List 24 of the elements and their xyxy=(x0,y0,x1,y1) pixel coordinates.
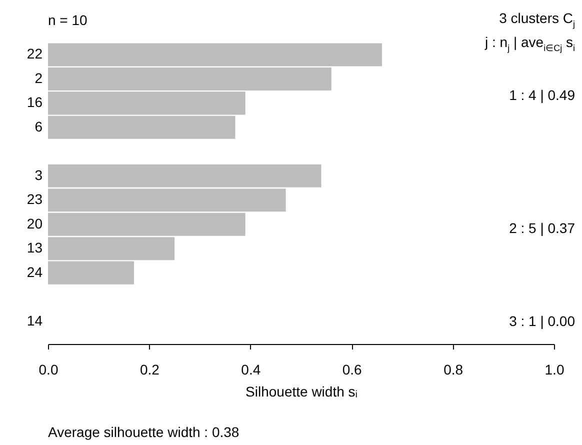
y-tick-label: 6 xyxy=(34,118,43,134)
x-tick-label: 1.0 xyxy=(544,362,564,378)
x-tick-label: 0.0 xyxy=(38,362,58,378)
y-tick-label: 20 xyxy=(26,215,43,232)
annotation: 1 : 4 | 0.49 xyxy=(509,87,575,103)
x-tick-label: 0.4 xyxy=(241,362,261,378)
y-tick-label: 2 xyxy=(34,70,43,86)
y-tick-label: 22 xyxy=(26,46,43,62)
annotation: 3 : 1 | 0.00 xyxy=(509,313,575,329)
y-tick-label: 13 xyxy=(26,240,43,256)
y-tick-label: 24 xyxy=(26,264,43,280)
x-tick-label: 0.2 xyxy=(140,362,160,378)
y-tick-label: 14 xyxy=(26,312,43,328)
x-axis-title: Silhouette width sᵢ xyxy=(246,384,358,400)
x-tick-label: 0.6 xyxy=(342,362,362,378)
annotation: j : n$_{j}$ | ave$_{i∈Cj}$ s$_{i}$ xyxy=(485,34,575,55)
y-tick-label: 23 xyxy=(26,191,43,208)
annotation: 2 : 5 | 0.37 xyxy=(509,220,575,236)
x-tick-label: 0.8 xyxy=(444,362,464,378)
text: Average silhouette width : 0.38 xyxy=(48,424,240,440)
text: n = 10 xyxy=(48,12,88,28)
y-tick-label: 3 xyxy=(34,166,43,183)
y-tick-label: 16 xyxy=(26,94,43,110)
text: 3 clusters C$_{j}$ xyxy=(499,10,575,31)
